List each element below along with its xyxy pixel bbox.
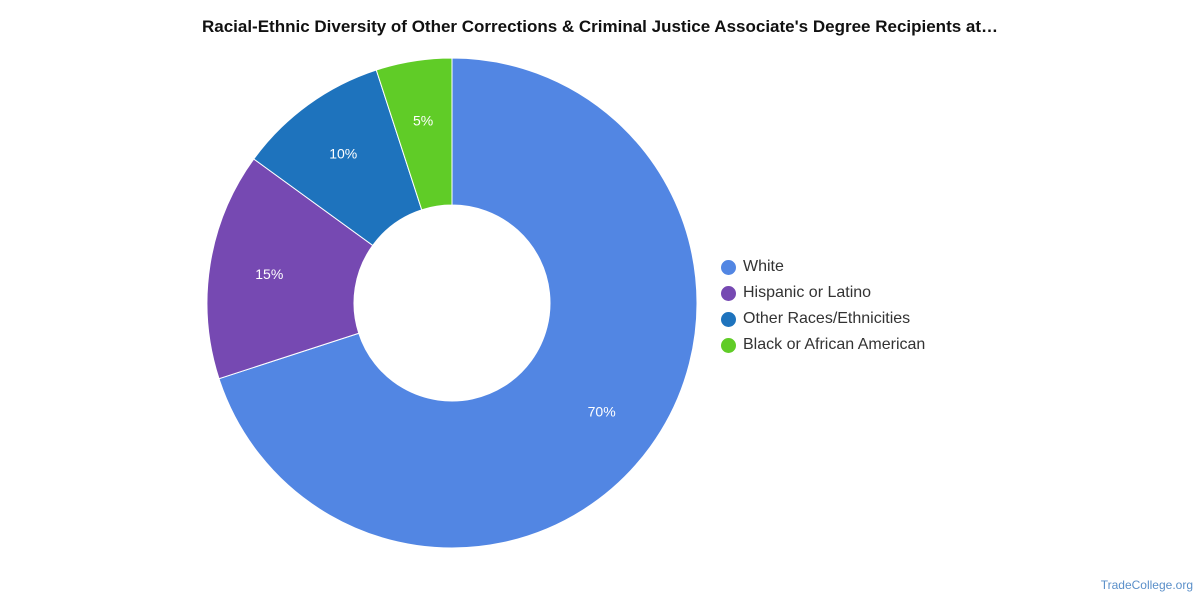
legend-swatch: [721, 337, 736, 353]
slice-black-or-african-american[interactable]: [375, 57, 453, 211]
slice-hispanic-or-latino[interactable]: [206, 158, 374, 380]
legend-item-other-races-ethnicities[interactable]: Other Races/Ethnicities: [721, 306, 925, 332]
data-label-white: 70%: [588, 404, 616, 420]
chart-title: Racial-Ethnic Diversity of Other Correct…: [201, 17, 999, 36]
legend-label: White: [743, 258, 784, 275]
legend-swatch: [721, 259, 736, 275]
data-label-other-races-ethnicities: 10%: [329, 145, 357, 161]
legend-item-black-or-african-american[interactable]: Black or African American: [721, 332, 925, 358]
legend-label: Black or African American: [743, 336, 926, 353]
slice-white[interactable]: [218, 57, 698, 549]
legend-item-hispanic-or-latino[interactable]: Hispanic or Latino: [721, 280, 925, 306]
legend-label: Other Races/Ethnicities: [743, 310, 911, 327]
legend-swatch: [721, 285, 736, 301]
legend-label: Hispanic or Latino: [743, 284, 872, 301]
data-label-black-or-african-american: 5%: [413, 112, 433, 128]
source-credit[interactable]: TradeCollege.org: [1100, 578, 1193, 592]
data-label-hispanic-or-latino: 15%: [255, 266, 283, 282]
chart-legend: White Hispanic or Latino Other Races/Eth…: [721, 254, 925, 358]
legend-swatch: [721, 311, 736, 327]
legend-item-white[interactable]: White: [721, 254, 925, 280]
